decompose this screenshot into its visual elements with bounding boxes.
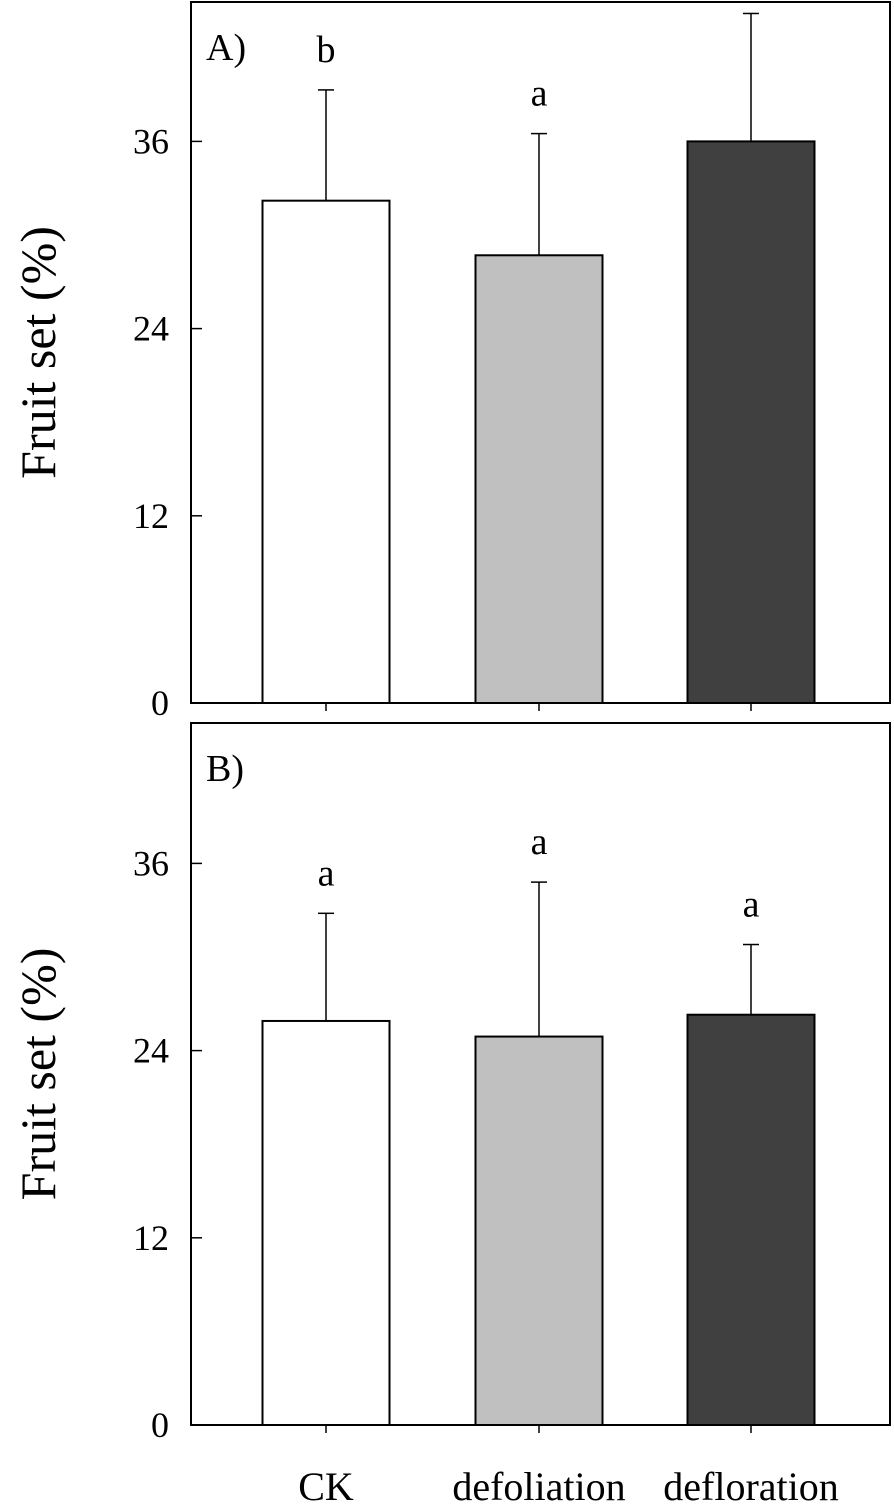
bar-defoliation [474, 254, 604, 704]
significance-letter: a [531, 73, 548, 115]
significance-letter: a [318, 852, 335, 894]
y-tick-label: 0 [151, 1405, 169, 1445]
panel-label: A) [206, 27, 246, 69]
y-tick-label: 36 [133, 843, 169, 883]
bar-defloration [686, 140, 816, 704]
y-tick-label: 12 [133, 1218, 169, 1258]
bar-defoliation [474, 1035, 604, 1427]
bar-CK [261, 199, 391, 704]
bar-defloration [686, 1013, 816, 1426]
y-axis-label: Fruit set (%) [10, 948, 66, 1201]
y-tick-label: 24 [133, 309, 169, 349]
significance-letter: b [317, 29, 336, 71]
x-category-label: defloration [663, 1464, 839, 1508]
y-tick-label: 36 [133, 121, 169, 161]
significance-letter: a [531, 821, 548, 863]
significance-letter: a [743, 884, 760, 926]
y-tick-label: 0 [151, 683, 169, 723]
chart-panel-b: 0 12 24 36 Fruit set (%) B) a a a CK defoliation de… [10, 722, 891, 1508]
y-tick-label: 12 [133, 496, 169, 536]
panel-label: B) [206, 748, 244, 790]
bar-CK [261, 1019, 391, 1427]
x-category-label: defoliation [452, 1464, 625, 1508]
y-axis-label: Fruit set (%) [10, 226, 66, 479]
y-tick-label: 24 [133, 1031, 169, 1071]
x-category-label: CK [298, 1464, 354, 1508]
